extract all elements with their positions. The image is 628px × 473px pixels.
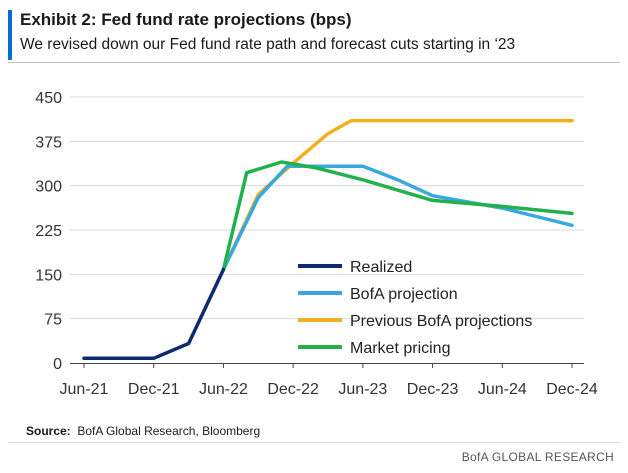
x-tick-label: Dec-23	[407, 381, 459, 398]
x-tick-label: Jun-23	[338, 381, 387, 398]
x-tick-label: Jun-22	[199, 381, 248, 398]
gridlines	[70, 96, 584, 320]
y-tick-label: 225	[35, 223, 62, 240]
y-tick-label: 150	[35, 267, 62, 284]
x-tick-label: Dec-24	[546, 381, 598, 398]
y-axis: 0 75 150 225 300 375 450	[35, 90, 62, 373]
source-text: BofA Global Research, Bloomberg	[77, 424, 261, 438]
y-tick-label: 300	[35, 179, 62, 196]
legend-label-bofa-projection: BofA projection	[350, 286, 458, 303]
series-line-bofa-projection	[221, 164, 574, 272]
source-label: Source:	[26, 424, 71, 438]
line-chart: 0 75 150 225 300 375 450 Jun-21 Dec-21 Jun-22 Dec…	[35, 90, 598, 398]
footer-divider	[8, 442, 620, 443]
chart-title: Exhibit 2: Fed fund rate projections (bp…	[20, 10, 352, 29]
x-tick-label: Jun-24	[478, 381, 527, 398]
series-line-previous-bofa-projections	[221, 118, 574, 272]
x-tick-label: Dec-22	[267, 381, 319, 398]
x-tick-label: Dec-21	[128, 381, 180, 398]
y-tick-label: 450	[35, 90, 62, 107]
series-line-market-pricing	[221, 160, 574, 272]
header-divider	[8, 62, 620, 63]
series-line-realized	[82, 267, 226, 361]
y-tick-label: 0	[53, 356, 62, 373]
legend-label-market-pricing: Market pricing	[350, 340, 450, 357]
x-tick-label: Jun-21	[60, 381, 109, 398]
legend-label-realized: Realized	[350, 259, 412, 276]
accent-bar	[8, 10, 12, 60]
brand-logo-text: BofA GLOBAL RESEARCH	[461, 450, 614, 464]
legend-label-previous-bofa-projections: Previous BofA projections	[350, 313, 532, 330]
source-note: Source: BofA Global Research, Bloomberg	[26, 424, 260, 438]
chart-subtitle: We revised down our Fed fund rate path a…	[20, 36, 516, 53]
y-tick-label: 375	[35, 134, 62, 151]
series-lines	[82, 118, 574, 361]
y-tick-label: 75	[44, 312, 62, 329]
x-axis: Jun-21 Dec-21 Jun-22 Dec-22 Jun-23 Dec-23 Jun-…	[60, 363, 598, 398]
legend: Realized BofA projection Previous BofA pro…	[298, 259, 532, 357]
